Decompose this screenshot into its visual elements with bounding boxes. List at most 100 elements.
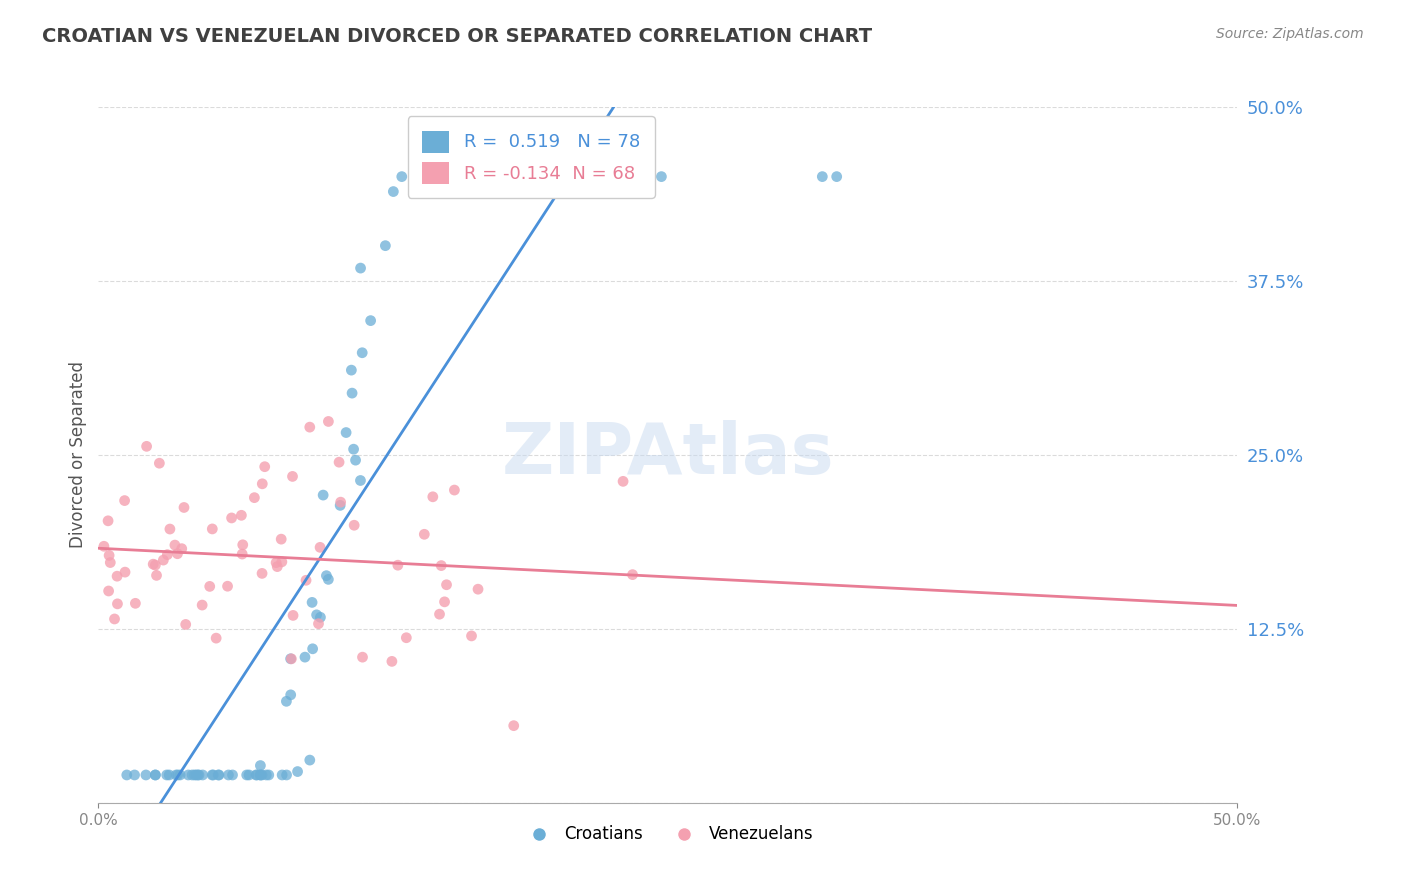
Point — [177, 768, 200, 782]
Point — [513, 169, 536, 184]
Y-axis label: Divorced or Separated: Divorced or Separated — [69, 361, 87, 549]
Point — [387, 558, 409, 573]
Point — [436, 578, 458, 592]
Point — [318, 573, 340, 587]
Point — [308, 616, 330, 631]
Point — [295, 574, 318, 588]
Point — [115, 768, 138, 782]
Point — [305, 607, 328, 622]
Point — [217, 768, 239, 782]
Point — [249, 758, 271, 772]
Point — [98, 556, 121, 570]
Point — [93, 539, 115, 553]
Point — [266, 559, 288, 574]
Point — [254, 768, 277, 782]
Point — [103, 612, 125, 626]
Point — [612, 475, 634, 489]
Point — [413, 527, 436, 541]
Point — [191, 598, 214, 612]
Point — [169, 768, 191, 782]
Point — [425, 169, 447, 184]
Point — [360, 313, 382, 327]
Point — [145, 768, 167, 782]
Point — [343, 518, 366, 533]
Point — [152, 553, 174, 567]
Point — [165, 768, 187, 782]
Point — [271, 768, 294, 782]
Point — [429, 607, 451, 622]
Point — [328, 455, 350, 469]
Point — [489, 169, 512, 184]
Point — [202, 768, 225, 782]
Point — [329, 499, 352, 513]
Point — [585, 169, 607, 184]
Point — [143, 768, 166, 782]
Point — [329, 495, 352, 509]
Point — [250, 768, 273, 782]
Point — [287, 764, 309, 779]
Point — [201, 522, 224, 536]
Point — [281, 608, 304, 623]
Point — [157, 768, 180, 782]
Point — [114, 565, 136, 579]
Point — [252, 476, 274, 491]
Point — [188, 768, 211, 782]
Point — [159, 522, 181, 536]
Point — [232, 538, 254, 552]
Point — [235, 768, 257, 782]
Point — [201, 768, 224, 782]
Point — [107, 597, 129, 611]
Point — [382, 185, 405, 199]
Point — [181, 768, 204, 782]
Point — [335, 425, 357, 440]
Point — [221, 768, 243, 782]
Point — [312, 488, 335, 502]
Point — [391, 169, 413, 184]
Text: CROATIAN VS VENEZUELAN DIVORCED OR SEPARATED CORRELATION CHART: CROATIAN VS VENEZUELAN DIVORCED OR SEPAR… — [42, 27, 872, 45]
Point — [492, 169, 515, 184]
Point — [245, 768, 267, 782]
Point — [231, 547, 253, 561]
Text: Source: ZipAtlas.com: Source: ZipAtlas.com — [1216, 27, 1364, 41]
Point — [298, 420, 321, 434]
Point — [114, 493, 136, 508]
Point — [811, 169, 834, 184]
Point — [309, 541, 332, 555]
Point — [98, 549, 121, 563]
Point — [340, 386, 363, 401]
Point — [433, 595, 456, 609]
Point — [163, 538, 186, 552]
Point — [142, 557, 165, 571]
Point — [825, 169, 848, 184]
Point — [281, 469, 304, 483]
Point — [208, 768, 231, 782]
Point — [478, 169, 501, 184]
Point — [217, 579, 239, 593]
Point — [349, 261, 371, 276]
Point — [467, 582, 489, 597]
Point — [352, 345, 374, 359]
Point — [205, 631, 228, 645]
Point — [315, 568, 337, 582]
Point — [508, 169, 530, 184]
Text: ZIPAtlas: ZIPAtlas — [502, 420, 834, 490]
Point — [170, 541, 193, 556]
Point — [143, 558, 166, 573]
Point — [422, 490, 444, 504]
Point — [166, 547, 188, 561]
Point — [156, 768, 179, 782]
Point — [231, 508, 253, 523]
Point — [436, 169, 458, 184]
Point — [173, 500, 195, 515]
Point — [502, 719, 524, 733]
Point — [352, 650, 374, 665]
Point — [301, 641, 323, 656]
Point — [124, 768, 146, 782]
Point — [221, 511, 243, 525]
Point — [486, 169, 509, 184]
Point — [187, 768, 209, 782]
Point — [166, 768, 188, 782]
Point — [97, 514, 120, 528]
Point — [174, 617, 197, 632]
Point — [250, 566, 273, 581]
